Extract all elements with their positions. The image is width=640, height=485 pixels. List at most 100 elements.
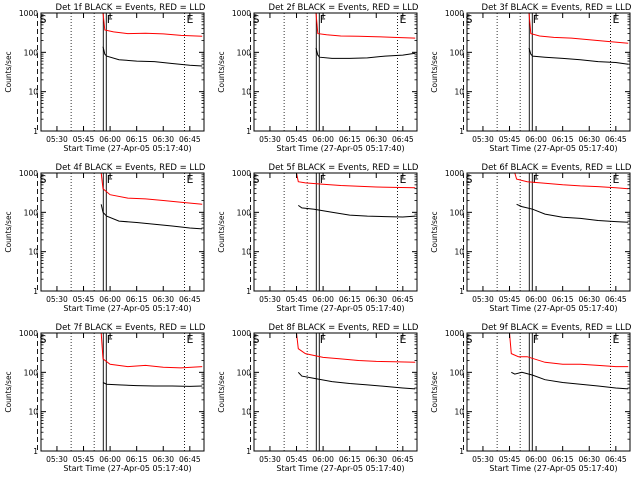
chart-title: Det 7f BLACK = Events, RED = LLD <box>56 323 206 333</box>
chart-panel: Det 7f BLACK = Events, RED = LLD S F E 1 10 10… <box>4 323 206 473</box>
x-tick-label: 06:30 <box>578 135 600 144</box>
chart-panel: Det 5f BLACK = Events, RED = LLD S F E 1 10 10… <box>217 163 419 313</box>
x-tick-label: 06:30 <box>365 295 387 304</box>
marker-label: E <box>400 13 407 26</box>
chart-title: Det 2f BLACK = Events, RED = LLD <box>269 3 419 13</box>
y-tick-label: 10 <box>241 248 251 257</box>
series-line <box>315 47 416 59</box>
chart-title: Det 6f BLACK = Events, RED = LLD <box>482 163 632 173</box>
y-tick-label: 1000 <box>445 9 464 18</box>
marker-label: F <box>533 333 539 346</box>
x-tick-label: 06:30 <box>365 455 387 464</box>
plot-frame <box>466 332 631 452</box>
marker-label: E <box>613 173 620 186</box>
x-tick-label: 06:15 <box>126 135 148 144</box>
x-tick-label: 06:15 <box>339 135 361 144</box>
x-tick-label: 06:30 <box>152 135 174 144</box>
x-tick-label: 06:15 <box>339 455 361 464</box>
marker-label: S <box>465 333 472 346</box>
series-line <box>254 332 416 363</box>
x-tick-label: 06:30 <box>578 455 600 464</box>
x-tick-label: 05:30 <box>472 455 494 464</box>
marker-label: E <box>400 333 407 346</box>
chart-panel: Det 3f BLACK = Events, RED = LLD S F E 1 10 10… <box>430 3 632 153</box>
marker-label: F <box>107 173 113 186</box>
series-line <box>254 172 416 189</box>
x-tick-label: 06:15 <box>552 295 574 304</box>
y-tick-label: 10 <box>28 408 38 417</box>
x-axis-label: Start Time (27-Apr-05 05:17:40) <box>489 304 617 313</box>
y-tick-label: 1 <box>33 447 38 456</box>
x-tick-label: 06:30 <box>365 135 387 144</box>
x-axis-label: Start Time (27-Apr-05 05:17:40) <box>276 144 404 153</box>
y-axis-label: Counts/sec <box>217 371 226 412</box>
series-line <box>467 172 629 190</box>
chart-title: Det 1f BLACK = Events, RED = LLD <box>56 3 206 13</box>
y-axis-label: Counts/sec <box>217 51 226 92</box>
x-tick-label: 06:45 <box>392 295 414 304</box>
y-tick-label: 1 <box>246 447 251 456</box>
x-tick-label: 06:15 <box>126 295 148 304</box>
y-tick-label: 100 <box>24 368 39 377</box>
y-axis-label: Counts/sec <box>430 211 439 252</box>
series-line <box>467 12 629 44</box>
series-line <box>297 371 416 390</box>
x-axis-label: Start Time (27-Apr-05 05:17:40) <box>489 144 617 153</box>
marker-label: S <box>252 13 259 26</box>
marker-label: F <box>107 13 113 26</box>
series-line <box>298 204 416 218</box>
series-line <box>528 47 629 65</box>
marker-label: S <box>465 13 472 26</box>
x-tick-label: 05:45 <box>73 455 95 464</box>
y-tick-label: 1000 <box>19 329 38 338</box>
x-tick-label: 06:00 <box>312 295 334 304</box>
y-tick-label: 10 <box>454 88 464 97</box>
plot-frame <box>466 172 631 292</box>
series-line <box>41 12 203 37</box>
x-axis-label: Start Time (27-Apr-05 05:17:40) <box>63 144 191 153</box>
x-tick-label: 05:30 <box>259 295 281 304</box>
series-line <box>254 12 416 39</box>
series-line <box>41 172 203 205</box>
plot-frame <box>466 12 631 132</box>
chart-title: Det 3f BLACK = Events, RED = LLD <box>482 3 632 13</box>
marker-label: E <box>187 13 194 26</box>
chart-title: Det 4f BLACK = Events, RED = LLD <box>56 163 206 173</box>
series-line <box>41 332 203 369</box>
chart-panel: Det 6f BLACK = Events, RED = LLD S F E 1 10 10… <box>430 163 632 313</box>
x-axis-label: Start Time (27-Apr-05 05:17:40) <box>489 464 617 473</box>
plot-frame <box>40 12 205 132</box>
x-tick-label: 06:00 <box>525 455 547 464</box>
y-tick-label: 100 <box>24 208 39 217</box>
marker-label: S <box>39 13 46 26</box>
marker-label: F <box>533 173 539 186</box>
x-tick-label: 06:00 <box>312 455 334 464</box>
y-axis-label: Counts/sec <box>430 51 439 92</box>
marker-label: E <box>187 333 194 346</box>
y-tick-label: 1 <box>459 127 464 136</box>
marker-label: F <box>107 333 113 346</box>
series-line <box>102 46 203 67</box>
x-tick-label: 06:30 <box>578 295 600 304</box>
chart-title: Det 5f BLACK = Events, RED = LLD <box>269 163 419 173</box>
x-tick-label: 06:00 <box>99 295 121 304</box>
x-tick-label: 05:45 <box>286 135 308 144</box>
x-tick-label: 06:45 <box>179 295 201 304</box>
x-tick-label: 06:00 <box>525 135 547 144</box>
plot-frame <box>253 172 418 292</box>
y-tick-label: 1 <box>33 287 38 296</box>
x-tick-label: 05:45 <box>499 135 521 144</box>
marker-label: S <box>465 173 472 186</box>
y-tick-label: 1 <box>246 287 251 296</box>
x-tick-label: 05:45 <box>499 295 521 304</box>
x-tick-label: 06:00 <box>99 455 121 464</box>
chart-panel: Det 1f BLACK = Events, RED = LLD S F E 1 10 10… <box>4 3 206 153</box>
chart-panel: Det 4f BLACK = Events, RED = LLD S F E 1 10 10… <box>4 163 206 313</box>
y-tick-label: 100 <box>450 208 465 217</box>
x-tick-label: 06:30 <box>152 295 174 304</box>
x-tick-label: 05:45 <box>286 455 308 464</box>
y-tick-label: 10 <box>28 248 38 257</box>
y-axis-label: Counts/sec <box>217 211 226 252</box>
